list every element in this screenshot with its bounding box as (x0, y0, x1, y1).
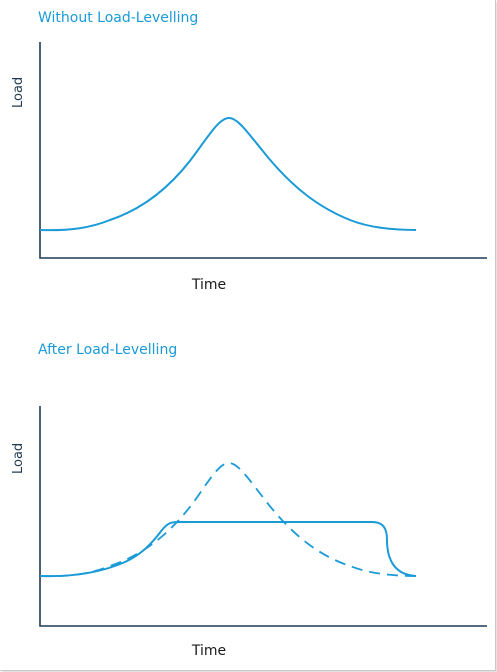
top-diagram-title: Without Load-Levelling (38, 10, 198, 26)
bottom-diagram: After Load-Levelling Load Time (11, 342, 487, 659)
top-y-axis-label: Load (11, 77, 26, 108)
top-axes (40, 42, 487, 258)
bottom-diagram-title: After Load-Levelling (38, 342, 177, 358)
bottom-axes (40, 406, 487, 626)
top-x-axis-label: Time (191, 277, 226, 293)
levelled-load-curve (40, 522, 416, 576)
bottom-x-axis-label: Time (191, 643, 226, 659)
original-load-curve-dashed (40, 463, 416, 576)
top-load-curve (40, 118, 416, 230)
bottom-y-axis-label: Load (11, 443, 26, 474)
top-diagram: Without Load-Levelling Load Time (11, 10, 487, 293)
